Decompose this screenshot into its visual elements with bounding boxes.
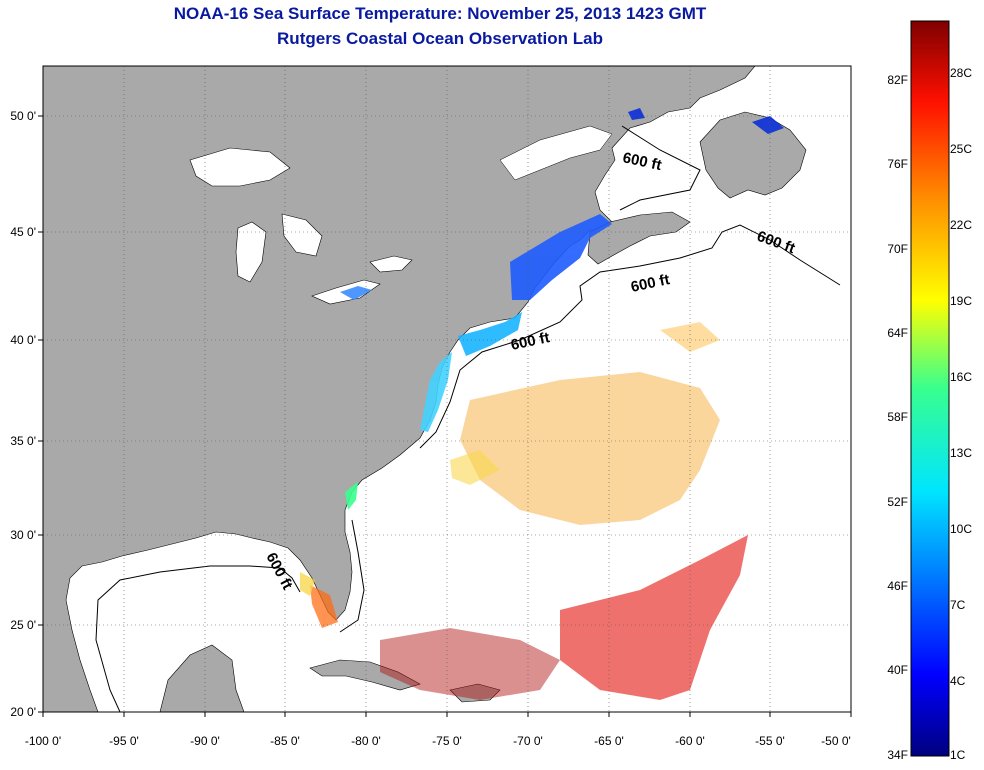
colorbar-f-40: 40F — [887, 663, 908, 677]
lon-label-65: -65 0' — [594, 734, 624, 748]
land-yucatan — [159, 644, 245, 712]
colorbar-c-13: 13C — [950, 446, 973, 460]
colorbar-f-76: 76F — [887, 157, 908, 171]
colorbar-c-1: 1C — [950, 748, 966, 762]
lon-label-55: -55 0' — [755, 734, 785, 748]
lon-label-95: -95 0' — [109, 734, 139, 748]
lat-label-30: 30 0' — [10, 528, 36, 542]
colorbar-f-52: 52F — [887, 495, 908, 509]
graticule — [43, 66, 851, 712]
lon-label-70: -70 0' — [513, 734, 543, 748]
colorbar-c-22: 22C — [950, 218, 973, 232]
colorbar-c-4: 4C — [950, 674, 966, 688]
colorbar-f-70: 70F — [887, 242, 908, 256]
colorbar-f-46: 46F — [887, 579, 908, 593]
colorbar-c-7: 7C — [950, 598, 966, 612]
colorbar-f-58: 58F — [887, 410, 908, 424]
lon-label-90: -90 0' — [190, 734, 220, 748]
lon-label-100: -100 0' — [24, 734, 62, 748]
lon-label-75: -75 0' — [432, 734, 462, 748]
land-cuba — [309, 659, 421, 691]
colorbar-c-10: 10C — [950, 522, 973, 536]
colorbar-f-82: 82F — [887, 73, 908, 87]
great-lakes — [189, 147, 413, 305]
land-hispaniola — [449, 683, 501, 703]
lat-label-50: 50 0' — [10, 109, 36, 123]
isobath-600ft-lines — [95, 125, 841, 712]
lat-label-45: 45 0' — [10, 225, 36, 239]
lon-label-85: -85 0' — [270, 734, 300, 748]
colorbar-f-64: 64F — [887, 326, 908, 340]
lat-label-40: 40 0' — [10, 333, 36, 347]
colorbar-f-34: 34F — [887, 748, 908, 762]
lat-label-35: 35 0' — [10, 434, 36, 448]
lat-label-20: 20 0' — [10, 705, 36, 719]
axis-ticks — [38, 115, 852, 717]
colorbar-c-28: 28C — [950, 66, 973, 80]
sst-cold-coastal — [340, 108, 784, 510]
colorbar-c-25: 25C — [950, 142, 973, 156]
lon-label-80: -80 0' — [351, 734, 381, 748]
land-newfoundland — [699, 111, 807, 199]
colorbar-c-19: 19C — [950, 294, 973, 308]
temperature-colorbar — [910, 20, 950, 757]
land-nova-scotia — [587, 211, 691, 265]
lat-label-25: 25 0' — [10, 618, 36, 632]
colorbar-c-16: 16C — [950, 370, 973, 384]
sst-warm-offshore — [300, 322, 748, 700]
map-subtitle: Rutgers Coastal Ocean Observation Lab — [277, 29, 603, 48]
map-title: NOAA-16 Sea Surface Temperature: Novembe… — [173, 4, 707, 23]
lon-label-50: -50 0' — [821, 734, 851, 748]
lon-label-60: -60 0' — [675, 734, 705, 748]
